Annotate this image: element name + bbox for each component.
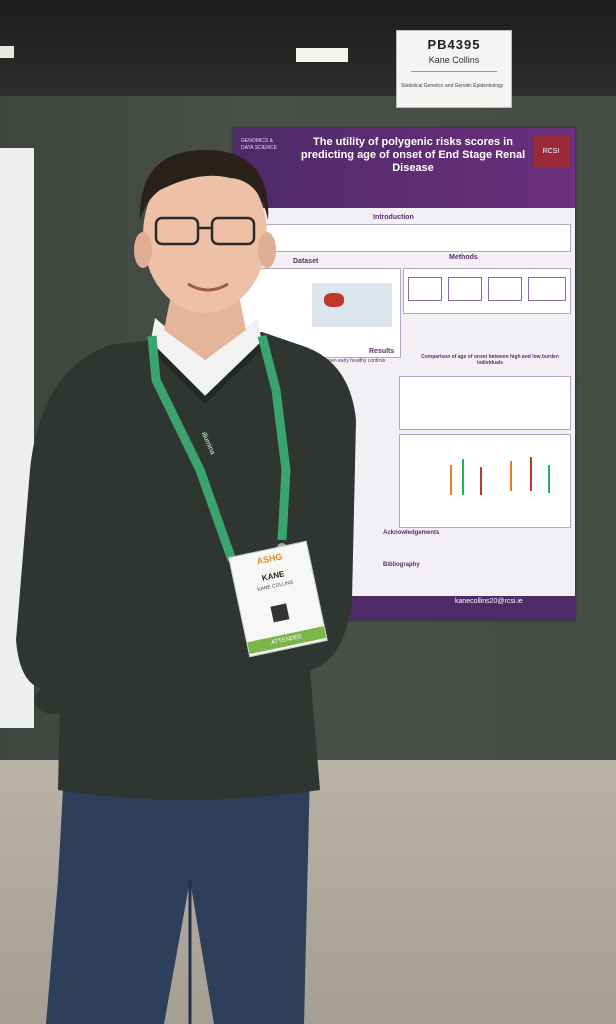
results-table — [399, 376, 571, 430]
poster-logo-right: RCSI — [533, 136, 569, 168]
section-acknowledgements: Acknowledgements — [383, 530, 440, 536]
forest-plot — [399, 434, 571, 528]
ear-left — [134, 232, 152, 268]
jeans — [46, 770, 310, 1024]
ear-right — [258, 232, 276, 268]
qr-code-icon — [270, 603, 290, 623]
section-introduction: Introduction — [373, 214, 414, 221]
methods-flow-panel — [403, 268, 571, 314]
results-subheading: Compared between early healthy controls — [293, 358, 386, 364]
contact-email: kanecollins20@rcsi.ie — [455, 598, 523, 605]
method-step — [528, 277, 566, 301]
plot-mark — [480, 467, 482, 495]
card-divider — [411, 71, 497, 72]
intro-text-block — [239, 224, 571, 252]
method-step — [488, 277, 522, 301]
plot-mark — [548, 465, 550, 493]
section-dataset: Dataset — [293, 258, 319, 265]
hair — [139, 150, 269, 220]
ceiling-light — [0, 46, 14, 58]
glasses-icon — [154, 216, 256, 246]
plot-mark — [530, 457, 532, 491]
presenter-name: Kane Collins — [428, 55, 480, 65]
method-step — [408, 277, 442, 301]
section-results: Results — [369, 348, 395, 355]
plot-mark — [450, 465, 452, 495]
poster-logo-left: GENOMICS & DATA SCIENCE — [241, 138, 277, 151]
comparison-heading: Comparison of age of onset between high … — [421, 354, 559, 366]
plot-mark — [462, 459, 464, 495]
poster-number: PB4395 — [427, 37, 481, 52]
poster-topic: Statistical Genetics and Genetic Epidemi… — [401, 83, 504, 89]
smile — [187, 282, 229, 292]
section-methods: Methods — [449, 254, 478, 261]
lanyard-left — [147, 335, 237, 562]
map-highlight — [324, 293, 344, 307]
ceiling-light — [296, 48, 348, 62]
poster-number-card: PB4395 Kane Collins Statistical Genetics… — [396, 30, 512, 108]
plot-mark — [510, 461, 512, 491]
lanyard-right — [257, 334, 291, 541]
poster-header — [233, 128, 575, 208]
sweater — [16, 332, 356, 800]
method-step — [448, 277, 482, 301]
section-bibliography: Bibliography — [383, 562, 420, 568]
face — [143, 157, 267, 313]
poster-title: The utility of polygenic risks scores in… — [300, 136, 526, 174]
